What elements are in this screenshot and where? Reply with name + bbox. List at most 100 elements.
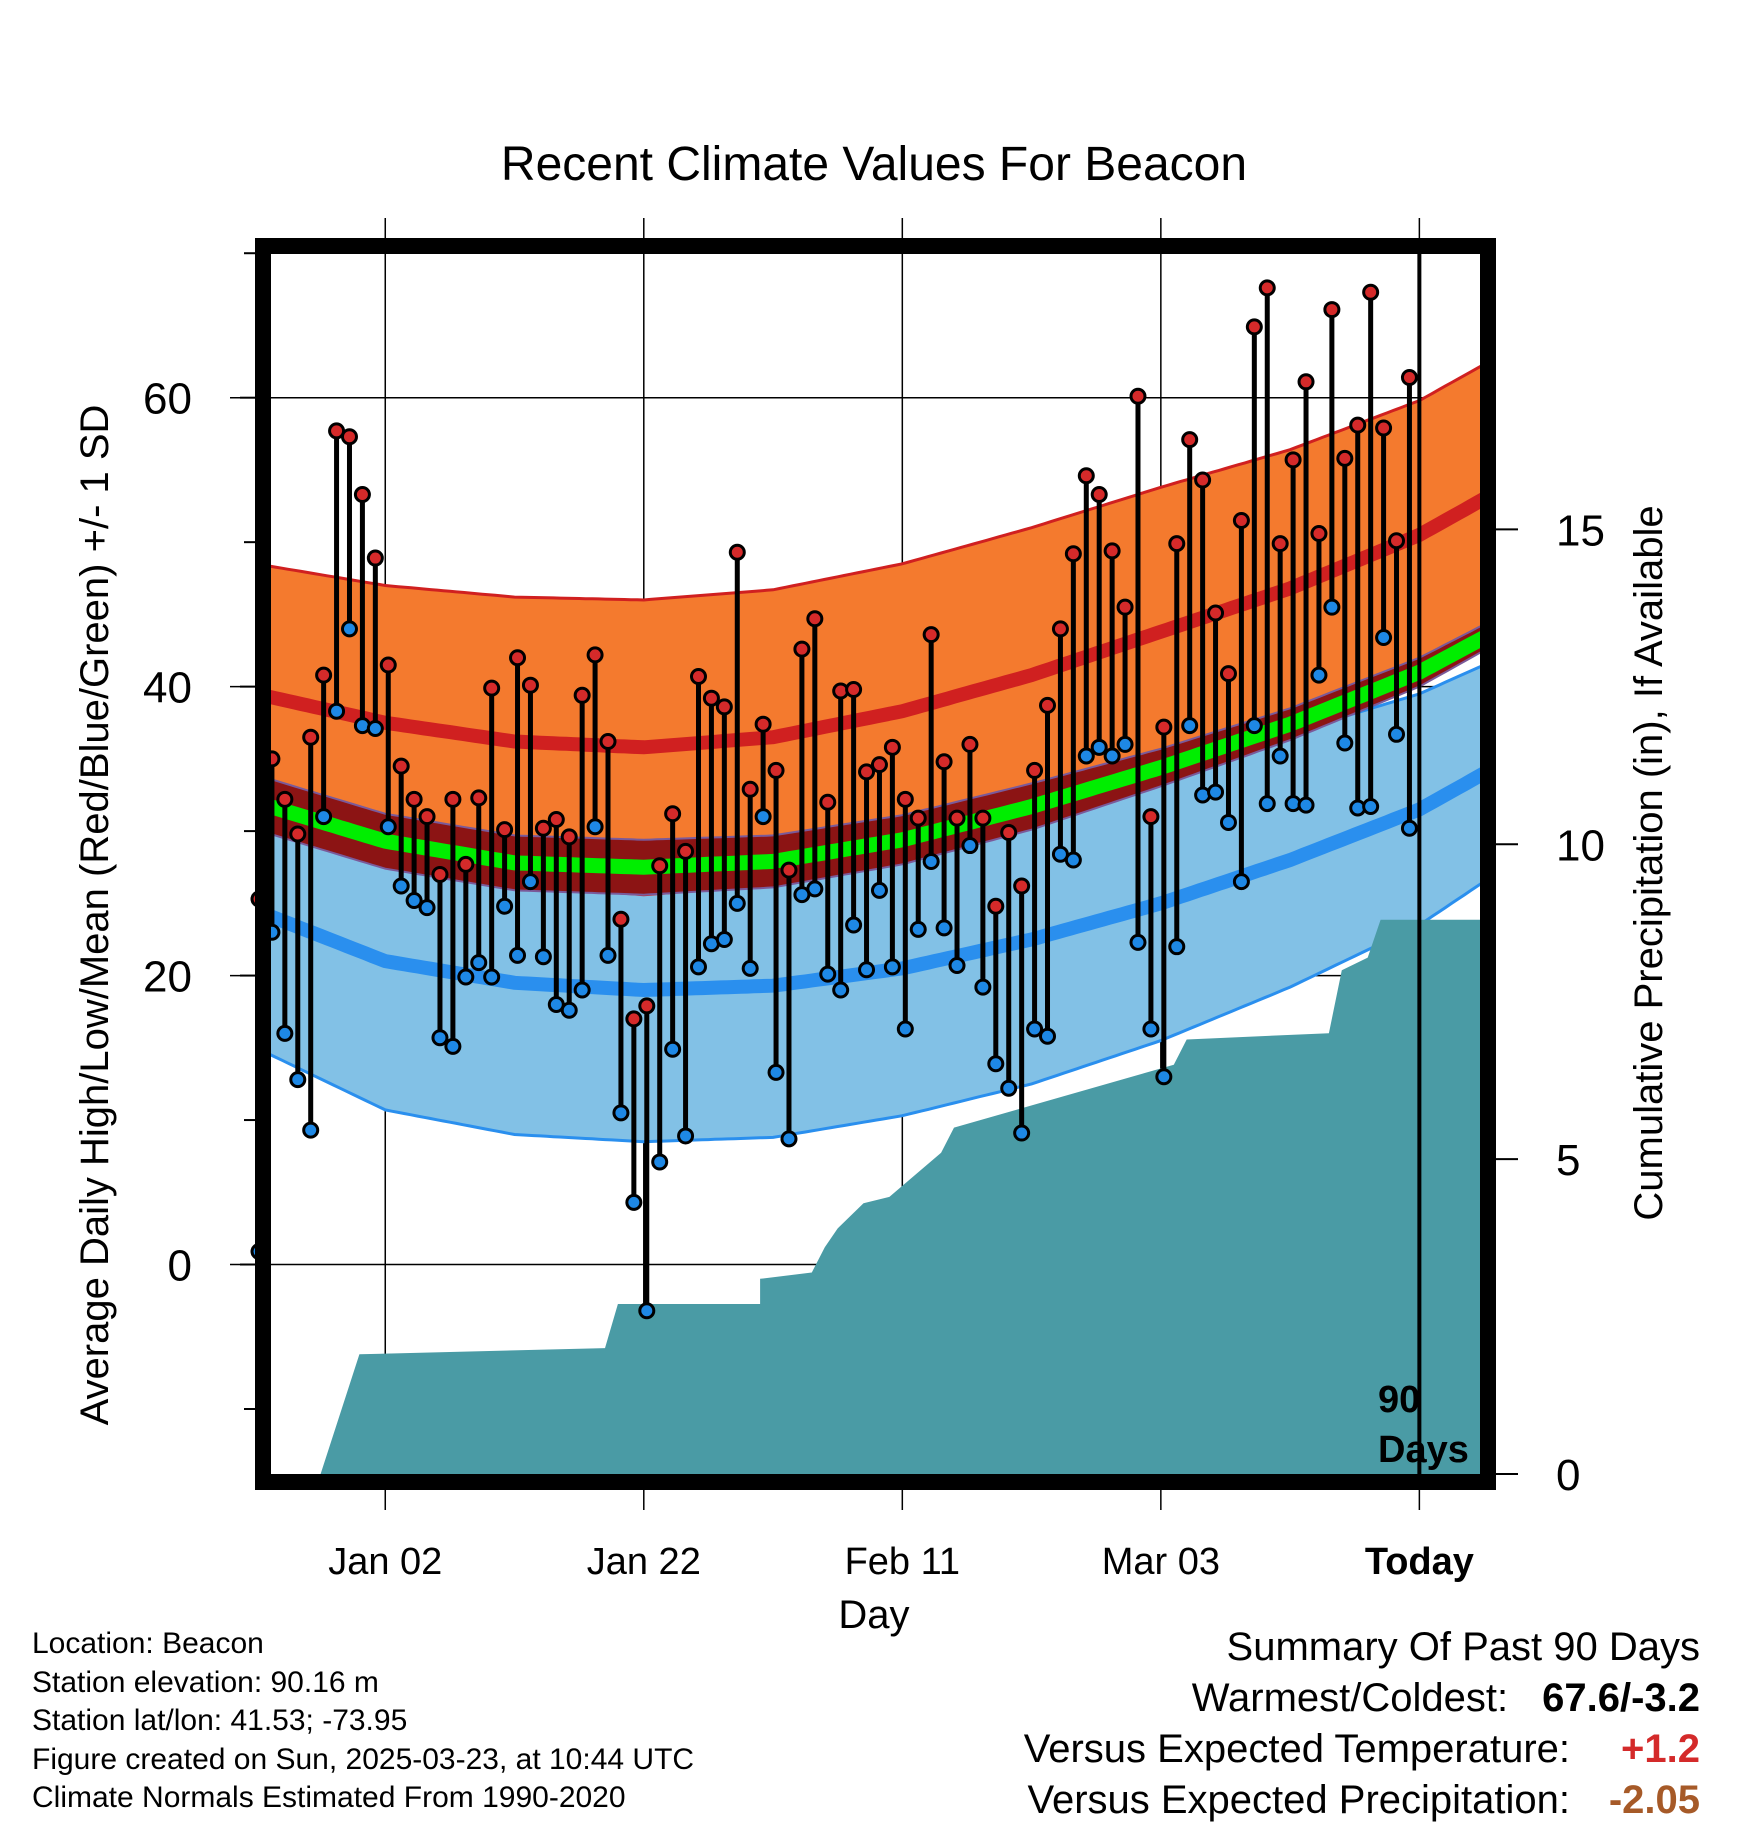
low-temp-point <box>1207 783 1225 801</box>
y-tick-label: 60 <box>143 375 192 424</box>
high-temp-point <box>509 649 527 667</box>
low-temp-point <box>1297 796 1315 814</box>
high-temp-point <box>922 626 940 644</box>
high-temp-point <box>935 753 953 771</box>
high-temp-point <box>1362 283 1380 301</box>
x-tick-label: Jan 02 <box>328 1541 442 1583</box>
low-temp-point <box>961 837 979 855</box>
high-temp-point <box>625 1010 643 1028</box>
y2-tick-label: 0 <box>1556 1451 1580 1500</box>
low-temp-point <box>651 1153 669 1171</box>
created-text: Figure created on Sun, 2025-03-23, at 10… <box>32 1742 695 1776</box>
low-temp-point <box>819 965 837 983</box>
high-temp-point <box>431 865 449 883</box>
high-temp-point <box>1245 318 1263 336</box>
high-temp-point <box>573 686 591 704</box>
low-temp-point <box>741 959 759 977</box>
low-temp-point <box>392 877 410 895</box>
low-temp-point <box>1181 717 1199 735</box>
location-text: Location: Beacon <box>32 1627 264 1660</box>
low-temp-point <box>1323 598 1341 616</box>
low-temp-point <box>483 968 501 986</box>
high-temp-point <box>948 809 966 827</box>
high-temp-point <box>845 681 863 699</box>
low-temp-point <box>1232 873 1250 891</box>
precip-row: Versus Expected Precipitation: -2.05 <box>1024 1775 1700 1826</box>
high-temp-point <box>1349 416 1367 434</box>
latlon-text: Station lat/lon: 41.53; -73.95 <box>32 1704 408 1737</box>
temp-row: Versus Expected Temperature: +1.2 <box>1024 1724 1700 1775</box>
high-temp-point <box>883 738 901 756</box>
high-temp-point <box>1336 449 1354 467</box>
high-temp-point <box>1219 665 1237 683</box>
low-temp-point <box>754 808 772 826</box>
high-temp-point <box>1013 877 1031 895</box>
high-temp-point <box>1323 301 1341 319</box>
low-temp-point <box>896 1020 914 1038</box>
high-temp-point <box>987 897 1005 915</box>
axis-ticks: 0 20 40 60 0 5 10 15 Jan 02 Jan 22 Feb 11 Mar 03 Tod… <box>143 252 1605 1583</box>
low-temp-point <box>1219 813 1237 831</box>
high-temp-point <box>819 793 837 811</box>
high-temp-point <box>1310 524 1328 542</box>
low-temp-point <box>418 899 436 917</box>
low-temp-point <box>1400 819 1418 837</box>
low-temp-point <box>1258 795 1276 813</box>
low-temp-point <box>922 852 940 870</box>
low-temp-point <box>1013 1124 1031 1142</box>
low-temp-point <box>870 881 888 899</box>
low-temp-point <box>612 1104 630 1122</box>
low-temp-point <box>987 1055 1005 1073</box>
y-tick-label: 0 <box>168 1242 192 1291</box>
low-temp-point <box>431 1029 449 1047</box>
low-temp-point <box>405 891 423 909</box>
high-temp-point <box>1142 808 1160 826</box>
y2-axis-label: Cumulative Precipitation (in), If Availa… <box>1627 505 1671 1220</box>
summary-heading: Summary Of Past 90 Days <box>1226 1625 1700 1669</box>
normals-text: Climate Normals Estimated From 1990-2020 <box>32 1781 626 1814</box>
warm-cold-value: 67.6/-3.2 <box>1542 1676 1700 1720</box>
low-temp-point <box>1142 1020 1160 1038</box>
high-temp-point <box>612 910 630 928</box>
high-temp-point <box>754 715 772 733</box>
low-temp-point <box>1090 738 1108 756</box>
low-temp-point <box>276 1024 294 1042</box>
low-temp-point <box>599 946 617 964</box>
low-temp-point <box>677 1127 695 1145</box>
low-temp-point <box>1000 1079 1018 1097</box>
low-temp-point <box>1336 734 1354 752</box>
x-tick-label: Jan 22 <box>587 1541 701 1583</box>
low-temp-point <box>1129 933 1147 951</box>
plot-frame <box>255 238 1496 1490</box>
low-temp-point <box>534 948 552 966</box>
daily-observations <box>250 279 1418 1320</box>
high-temp-point <box>418 808 436 826</box>
low-temp-point <box>974 978 992 996</box>
high-temp-point <box>534 819 552 837</box>
low-temp-point <box>457 968 475 986</box>
high-temp-point <box>521 676 539 694</box>
high-temp-point <box>457 855 475 873</box>
high-temp-point <box>1258 279 1276 297</box>
low-temp-point <box>573 981 591 999</box>
high-temp-point <box>289 825 307 843</box>
high-temp-point <box>728 543 746 561</box>
today-marker: 90 Days <box>1378 254 1469 1474</box>
low-temp-point <box>1245 717 1263 735</box>
high-temp-point <box>1232 511 1250 529</box>
temp-value: +1.2 <box>1621 1727 1700 1771</box>
x-tick-label: Today <box>1365 1541 1474 1583</box>
low-temp-point <box>832 981 850 999</box>
high-temp-point <box>444 790 462 808</box>
y2-tick-label: 15 <box>1556 506 1605 555</box>
low-temp-point <box>715 930 733 948</box>
low-temp-point <box>1026 1020 1044 1038</box>
low-temp-point <box>883 958 901 976</box>
high-temp-point <box>1400 368 1418 386</box>
high-temp-point <box>1103 542 1121 560</box>
low-temp-point <box>289 1071 307 1089</box>
high-temp-point <box>366 549 384 567</box>
low-temp-point <box>496 897 514 915</box>
low-temp-point <box>1375 629 1393 647</box>
